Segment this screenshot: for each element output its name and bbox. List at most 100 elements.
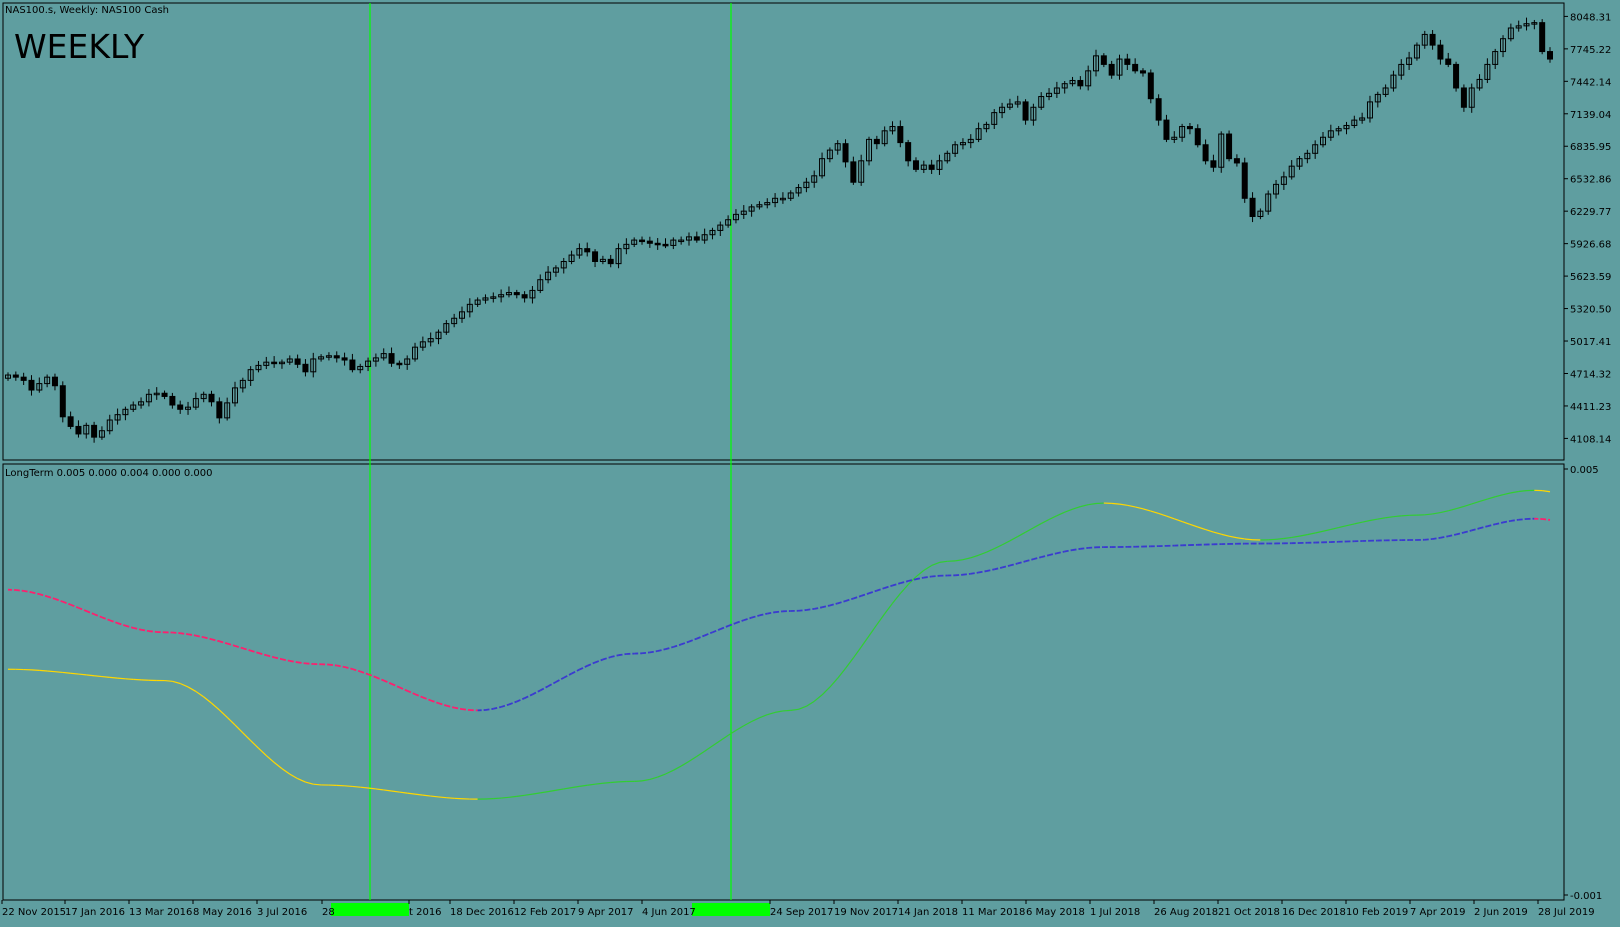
slow-line-segment — [298, 662, 306, 663]
price-tick-label: 5017.41 — [1570, 337, 1611, 348]
indicator-label: LongTerm 0.005 0.000 0.004 0.000 0.000 — [5, 468, 212, 479]
time-highlight — [331, 903, 409, 916]
price-tick-label: 4411.23 — [1570, 402, 1611, 413]
time-tick-label: 4 Jun 2017 — [642, 907, 696, 918]
fast-line-segment — [493, 798, 501, 799]
price-tick-label: 7442.14 — [1570, 77, 1611, 88]
fast-line-segment — [611, 782, 619, 783]
slow-line-segment — [1542, 519, 1550, 520]
indicator-tick-label: 0.005 — [1570, 465, 1599, 476]
fast-line-segment — [47, 671, 55, 672]
fast-line-segment — [446, 798, 454, 799]
time-tick-label: 3 Jul 2016 — [257, 907, 307, 918]
fast-line-segment — [102, 677, 110, 678]
slow-line-segment — [1088, 547, 1096, 548]
price-tick-label: 7139.04 — [1570, 110, 1611, 121]
slow-line-segment — [775, 611, 783, 612]
time-tick-label: 13 Mar 2016 — [129, 907, 192, 918]
fast-line-segment — [1276, 538, 1284, 539]
candle — [1454, 62, 1459, 92]
fast-line-segment — [94, 676, 102, 677]
time-tick-label: 11 Mar 2018 — [962, 907, 1025, 918]
time-tick-label: 10 Feb 2019 — [1346, 907, 1408, 918]
price-tick-label: 5320.50 — [1570, 305, 1611, 316]
time-tick-label: 26 Aug 2018 — [1154, 907, 1218, 918]
fast-line-segment — [39, 670, 47, 671]
fast-line-segment — [634, 781, 642, 782]
fast-line-segment — [1268, 539, 1276, 540]
time-tick-label: 6 May 2018 — [1026, 907, 1085, 918]
time-tick-label: 12 Feb 2017 — [514, 907, 576, 918]
indicator-tick-label: -0.001 — [1570, 891, 1602, 902]
fast-line-segment — [345, 786, 353, 787]
fast-line-segment — [1393, 516, 1401, 517]
time-tick-label: 24 Sep 2017 — [770, 907, 833, 918]
slow-line-segment — [963, 574, 971, 575]
time-tick-label: 18 Dec 2016 — [450, 907, 514, 918]
slow-line-segment — [1425, 539, 1433, 540]
fast-line-segment — [86, 675, 94, 676]
time-tick-label: 17 Jan 2016 — [65, 907, 125, 918]
candle — [1242, 158, 1247, 203]
slow-line-segment — [955, 575, 963, 576]
fast-line-segment — [603, 782, 611, 783]
time-tick-label: 19 Nov 2017 — [834, 907, 898, 918]
slow-line-segment — [932, 576, 940, 577]
slow-line-segment — [799, 610, 807, 611]
price-tick-label: 4714.32 — [1570, 369, 1611, 380]
slow-line-segment — [305, 663, 313, 664]
price-tick-label: 6835.95 — [1570, 142, 1611, 153]
fast-line-segment — [125, 679, 133, 680]
timeframe-overlay-label: WEEKLY — [14, 27, 145, 66]
candle — [60, 381, 65, 422]
time-tick-label: t 2016 — [409, 907, 442, 918]
time-tick-label: 9 Apr 2017 — [578, 907, 633, 918]
candle — [1540, 19, 1545, 54]
fast-line-segment — [783, 710, 791, 711]
time-tick-label: 14 Jan 2018 — [898, 907, 958, 918]
slow-line-segment — [642, 652, 650, 653]
fast-line-segment — [1245, 539, 1253, 540]
time-tick-label: 1 Jul 2018 — [1090, 907, 1140, 918]
time-tick-label: 7 Apr 2019 — [1410, 907, 1465, 918]
symbol-label: NAS100.s, Weekly: NAS100 Cash — [5, 5, 169, 16]
candle — [1227, 130, 1232, 161]
slow-line-segment — [462, 709, 470, 710]
fast-line-segment — [110, 677, 118, 678]
time-tick-label: 22 Nov 2015 — [2, 907, 66, 918]
price-tick-label: 8048.31 — [1570, 12, 1611, 23]
fast-line-segment — [352, 786, 360, 787]
fast-line-segment — [439, 797, 447, 798]
slow-line-segment — [1080, 548, 1088, 549]
candle — [1461, 84, 1466, 111]
slow-line-segment — [16, 590, 24, 591]
slow-line-segment — [180, 633, 188, 634]
time-tick-label: 28 — [322, 907, 335, 918]
fast-line-segment — [1112, 503, 1120, 504]
candle — [1148, 69, 1153, 103]
fast-line-segment — [1401, 515, 1409, 516]
slow-line-segment — [329, 665, 337, 666]
fast-line-segment — [360, 787, 368, 788]
time-highlight — [692, 903, 770, 916]
price-tick-label: 6532.86 — [1570, 175, 1611, 186]
price-tick-label: 5623.59 — [1570, 272, 1611, 283]
fast-line-segment — [78, 674, 86, 675]
slow-line-segment — [149, 631, 157, 632]
fast-line-segment — [118, 678, 126, 679]
fast-line-segment — [431, 796, 439, 797]
fast-line-segment — [313, 784, 321, 785]
time-tick-label: 21 Oct 2018 — [1218, 907, 1280, 918]
fast-line-segment — [71, 673, 79, 674]
fast-line-segment — [63, 672, 71, 673]
time-tick-label: 28 Jul 2019 — [1538, 907, 1595, 918]
price-tick-label: 5926.68 — [1570, 240, 1611, 251]
time-tick-label: 16 Dec 2018 — [1282, 907, 1346, 918]
time-tick-label: 8 May 2016 — [193, 907, 252, 918]
slow-line-segment — [1519, 519, 1527, 520]
slow-line-segment — [172, 633, 180, 634]
fast-line-segment — [165, 681, 173, 682]
